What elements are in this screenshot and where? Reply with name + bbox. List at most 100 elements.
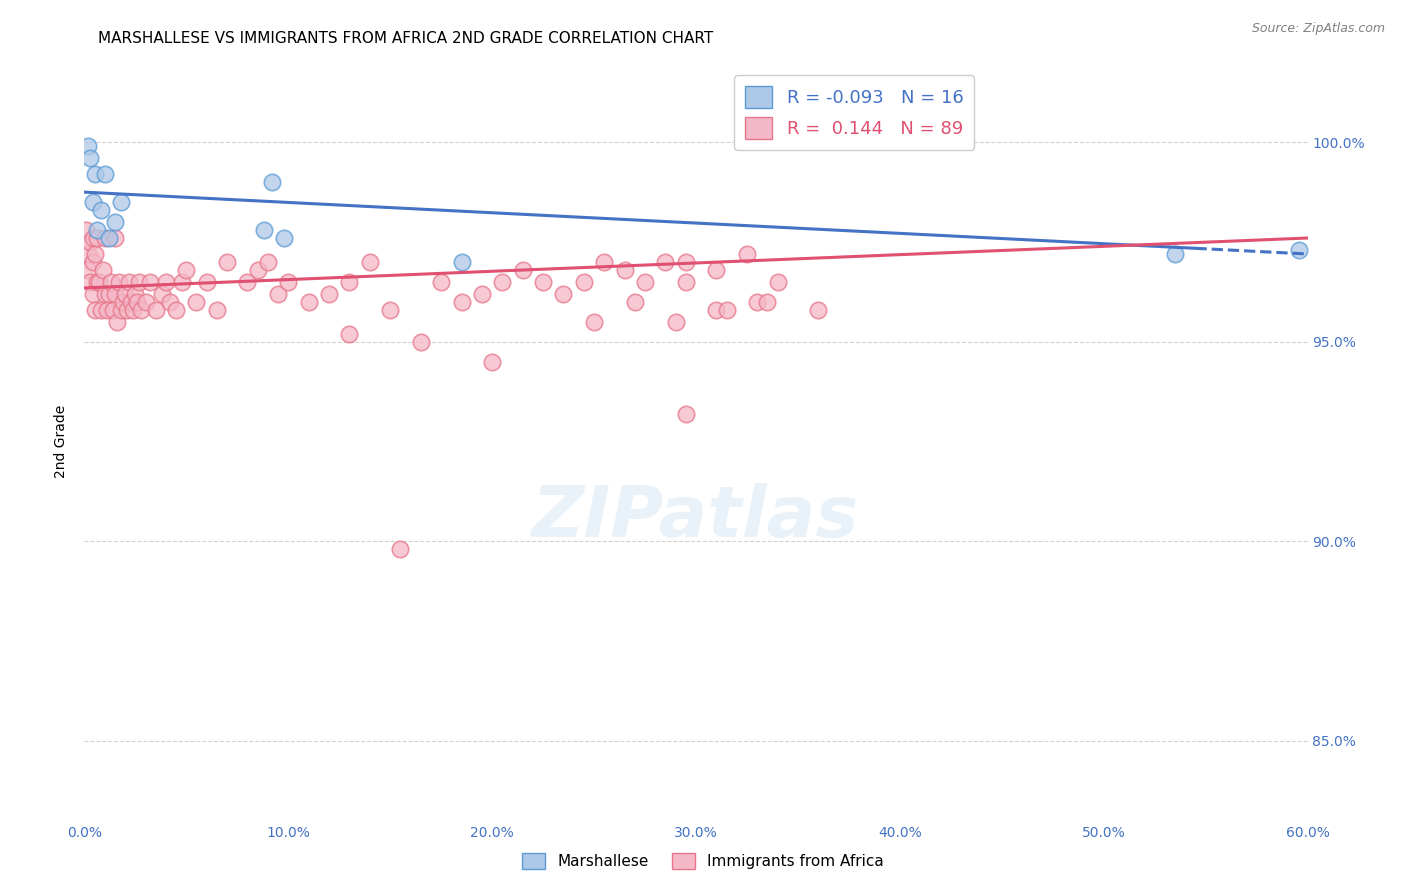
Point xyxy=(634,275,657,289)
Point xyxy=(339,326,361,341)
Point xyxy=(675,255,697,269)
Point xyxy=(409,334,432,349)
Point xyxy=(90,203,112,218)
Point xyxy=(82,231,104,245)
Point xyxy=(90,302,112,317)
Point xyxy=(389,542,412,557)
Point xyxy=(112,294,135,309)
Point xyxy=(93,286,115,301)
Point xyxy=(150,286,173,301)
Point xyxy=(135,294,157,309)
Point xyxy=(127,294,149,309)
Point xyxy=(471,286,494,301)
Point xyxy=(75,223,97,237)
Point xyxy=(145,302,167,317)
Point xyxy=(450,294,472,309)
Point xyxy=(86,223,108,237)
Point xyxy=(97,231,120,245)
Point xyxy=(491,275,513,289)
Point xyxy=(82,195,104,210)
Point xyxy=(82,286,104,301)
Point xyxy=(79,275,101,289)
Point xyxy=(138,275,160,289)
Point xyxy=(122,302,145,317)
Point xyxy=(120,294,142,309)
Point xyxy=(172,275,194,289)
Point xyxy=(318,286,340,301)
Point xyxy=(1164,247,1187,261)
Text: Source: ZipAtlas.com: Source: ZipAtlas.com xyxy=(1251,22,1385,36)
Point xyxy=(253,223,276,237)
Point xyxy=(665,315,688,329)
Point xyxy=(83,247,105,261)
Point xyxy=(613,263,636,277)
Point xyxy=(128,275,150,289)
Point xyxy=(79,151,101,165)
Point xyxy=(79,235,101,249)
Legend: R = -0.093   N = 16, R =  0.144   N = 89: R = -0.093 N = 16, R = 0.144 N = 89 xyxy=(734,75,974,150)
Point xyxy=(115,302,138,317)
Point xyxy=(257,255,280,269)
Point xyxy=(101,302,124,317)
Y-axis label: 2nd Grade: 2nd Grade xyxy=(55,405,69,478)
Point xyxy=(217,255,239,269)
Point xyxy=(277,275,299,289)
Point xyxy=(83,167,105,181)
Point xyxy=(93,231,115,245)
Point xyxy=(104,286,127,301)
Point xyxy=(205,302,228,317)
Point xyxy=(131,302,153,317)
Point xyxy=(583,315,606,329)
Point xyxy=(593,255,616,269)
Point xyxy=(100,275,122,289)
Point xyxy=(104,231,127,245)
Point xyxy=(77,263,100,277)
Point xyxy=(756,294,779,309)
Point xyxy=(96,302,118,317)
Point xyxy=(104,215,127,229)
Point xyxy=(114,286,136,301)
Point xyxy=(86,231,108,245)
Point xyxy=(380,302,402,317)
Point xyxy=(155,275,177,289)
Point xyxy=(260,175,283,189)
Point xyxy=(86,275,108,289)
Point xyxy=(512,263,534,277)
Point xyxy=(273,231,295,245)
Point xyxy=(246,263,269,277)
Point xyxy=(553,286,575,301)
Point xyxy=(195,275,218,289)
Point xyxy=(339,275,361,289)
Point xyxy=(186,294,208,309)
Point xyxy=(706,263,728,277)
Point xyxy=(675,275,697,289)
Text: MARSHALLESE VS IMMIGRANTS FROM AFRICA 2ND GRADE CORRELATION CHART: MARSHALLESE VS IMMIGRANTS FROM AFRICA 2N… xyxy=(98,31,714,46)
Point xyxy=(624,294,647,309)
Point xyxy=(430,275,453,289)
Point xyxy=(572,275,595,289)
Point xyxy=(110,195,132,210)
Point xyxy=(124,286,146,301)
Point xyxy=(807,302,830,317)
Point xyxy=(298,294,321,309)
Point xyxy=(105,315,128,329)
Point xyxy=(82,255,104,269)
Point xyxy=(450,255,472,269)
Point xyxy=(159,294,181,309)
Point xyxy=(77,139,100,153)
Legend: Marshallese, Immigrants from Africa: Marshallese, Immigrants from Africa xyxy=(516,847,890,875)
Point xyxy=(716,302,738,317)
Point xyxy=(118,275,141,289)
Point xyxy=(747,294,769,309)
Point xyxy=(654,255,676,269)
Point xyxy=(267,286,290,301)
Point xyxy=(735,247,758,261)
Point xyxy=(675,407,697,421)
Point xyxy=(87,275,110,289)
Point xyxy=(359,255,381,269)
Point xyxy=(531,275,554,289)
Point xyxy=(108,275,131,289)
Point xyxy=(766,275,789,289)
Point xyxy=(165,302,187,317)
Point xyxy=(93,167,115,181)
